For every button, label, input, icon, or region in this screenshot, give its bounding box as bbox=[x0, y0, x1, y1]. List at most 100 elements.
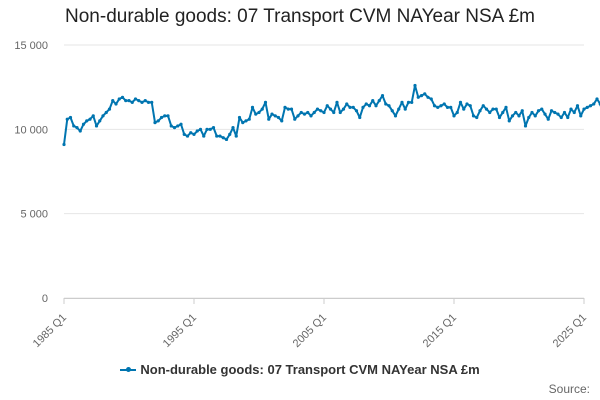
data-point[interactable] bbox=[595, 97, 599, 101]
data-point[interactable] bbox=[159, 115, 164, 120]
data-point[interactable] bbox=[335, 100, 339, 104]
data-point[interactable] bbox=[488, 110, 492, 115]
data-point[interactable] bbox=[572, 110, 576, 115]
data-point[interactable] bbox=[140, 100, 144, 104]
data-point[interactable] bbox=[286, 107, 290, 111]
data-point[interactable] bbox=[78, 129, 82, 133]
data-point[interactable] bbox=[228, 132, 232, 136]
series-line[interactable] bbox=[63, 84, 600, 200]
data-point[interactable] bbox=[280, 119, 284, 123]
data-point[interactable] bbox=[309, 114, 313, 118]
data-point[interactable] bbox=[111, 99, 115, 103]
data-point[interactable] bbox=[423, 92, 427, 96]
data-point[interactable] bbox=[68, 115, 73, 120]
data-point[interactable] bbox=[501, 110, 505, 115]
data-point[interactable] bbox=[497, 115, 502, 120]
data-point[interactable] bbox=[195, 129, 199, 133]
data-point[interactable] bbox=[247, 117, 251, 121]
data-point[interactable] bbox=[101, 114, 105, 118]
data-point[interactable] bbox=[332, 110, 336, 115]
data-point[interactable] bbox=[348, 105, 352, 110]
data-point[interactable] bbox=[582, 107, 586, 111]
data-point[interactable] bbox=[410, 100, 414, 104]
data-point[interactable] bbox=[458, 100, 463, 104]
data-point[interactable] bbox=[276, 115, 281, 120]
data-point[interactable] bbox=[484, 107, 489, 111]
data-point[interactable] bbox=[208, 127, 212, 131]
data-point[interactable] bbox=[166, 114, 170, 118]
data-point[interactable] bbox=[85, 119, 89, 123]
data-point[interactable] bbox=[254, 112, 258, 116]
data-point[interactable] bbox=[419, 94, 424, 98]
data-point[interactable] bbox=[176, 124, 180, 128]
data-point[interactable] bbox=[380, 94, 385, 98]
data-point[interactable] bbox=[429, 97, 433, 101]
data-point[interactable] bbox=[510, 114, 515, 118]
data-point[interactable] bbox=[397, 107, 401, 111]
data-point[interactable] bbox=[413, 83, 417, 88]
data-point[interactable] bbox=[221, 136, 225, 140]
data-point[interactable] bbox=[302, 112, 307, 116]
data-point[interactable] bbox=[185, 134, 190, 138]
data-point[interactable] bbox=[455, 110, 459, 115]
data-point[interactable] bbox=[237, 115, 242, 120]
data-point[interactable] bbox=[172, 126, 177, 130]
data-point[interactable] bbox=[198, 127, 203, 131]
data-point[interactable] bbox=[104, 110, 108, 115]
data-point[interactable] bbox=[536, 109, 541, 113]
data-point[interactable] bbox=[384, 102, 388, 106]
data-point[interactable] bbox=[315, 107, 320, 111]
data-point[interactable] bbox=[403, 107, 407, 111]
data-point[interactable] bbox=[540, 107, 544, 111]
data-point[interactable] bbox=[143, 99, 147, 103]
data-point[interactable] bbox=[468, 104, 472, 108]
data-point[interactable] bbox=[546, 117, 550, 121]
data-point[interactable] bbox=[559, 115, 563, 120]
data-point[interactable] bbox=[579, 114, 583, 118]
data-point[interactable] bbox=[449, 105, 453, 110]
data-point[interactable] bbox=[569, 107, 573, 111]
data-point[interactable] bbox=[416, 95, 420, 99]
data-point[interactable] bbox=[588, 104, 593, 108]
data-point[interactable] bbox=[218, 134, 222, 138]
data-point[interactable] bbox=[306, 110, 310, 115]
data-point[interactable] bbox=[98, 119, 102, 123]
data-point[interactable] bbox=[124, 99, 128, 103]
data-point[interactable] bbox=[153, 120, 157, 125]
data-point[interactable] bbox=[72, 124, 76, 128]
data-point[interactable] bbox=[163, 114, 167, 118]
data-point[interactable] bbox=[293, 117, 297, 121]
data-point[interactable] bbox=[224, 137, 229, 142]
data-point[interactable] bbox=[234, 134, 238, 138]
data-point[interactable] bbox=[543, 112, 547, 116]
legend[interactable]: Non-durable goods: 07 Transport CVM NAYe… bbox=[0, 362, 600, 377]
data-point[interactable] bbox=[553, 110, 557, 115]
data-point[interactable] bbox=[169, 124, 173, 128]
data-point[interactable] bbox=[338, 110, 342, 115]
data-point[interactable] bbox=[283, 105, 287, 110]
data-point[interactable] bbox=[387, 104, 391, 108]
data-point[interactable] bbox=[107, 107, 112, 111]
data-point[interactable] bbox=[462, 107, 466, 111]
data-point[interactable] bbox=[127, 99, 131, 103]
data-point[interactable] bbox=[250, 105, 255, 110]
data-point[interactable] bbox=[62, 142, 66, 147]
data-point[interactable] bbox=[520, 109, 524, 113]
data-point[interactable] bbox=[361, 105, 365, 110]
data-point[interactable] bbox=[575, 104, 580, 108]
data-point[interactable] bbox=[296, 114, 300, 118]
data-point[interactable] bbox=[81, 122, 86, 126]
data-point[interactable] bbox=[377, 99, 381, 103]
data-point[interactable] bbox=[530, 110, 534, 115]
data-point[interactable] bbox=[114, 102, 118, 106]
data-point[interactable] bbox=[393, 114, 398, 118]
data-point[interactable] bbox=[137, 99, 141, 103]
data-point[interactable] bbox=[133, 97, 138, 101]
data-point[interactable] bbox=[263, 100, 268, 104]
data-point[interactable] bbox=[120, 95, 125, 99]
data-point[interactable] bbox=[592, 102, 596, 106]
data-point[interactable] bbox=[117, 97, 121, 101]
data-point[interactable] bbox=[374, 104, 378, 108]
data-point[interactable] bbox=[585, 105, 589, 110]
data-point[interactable] bbox=[390, 109, 394, 113]
